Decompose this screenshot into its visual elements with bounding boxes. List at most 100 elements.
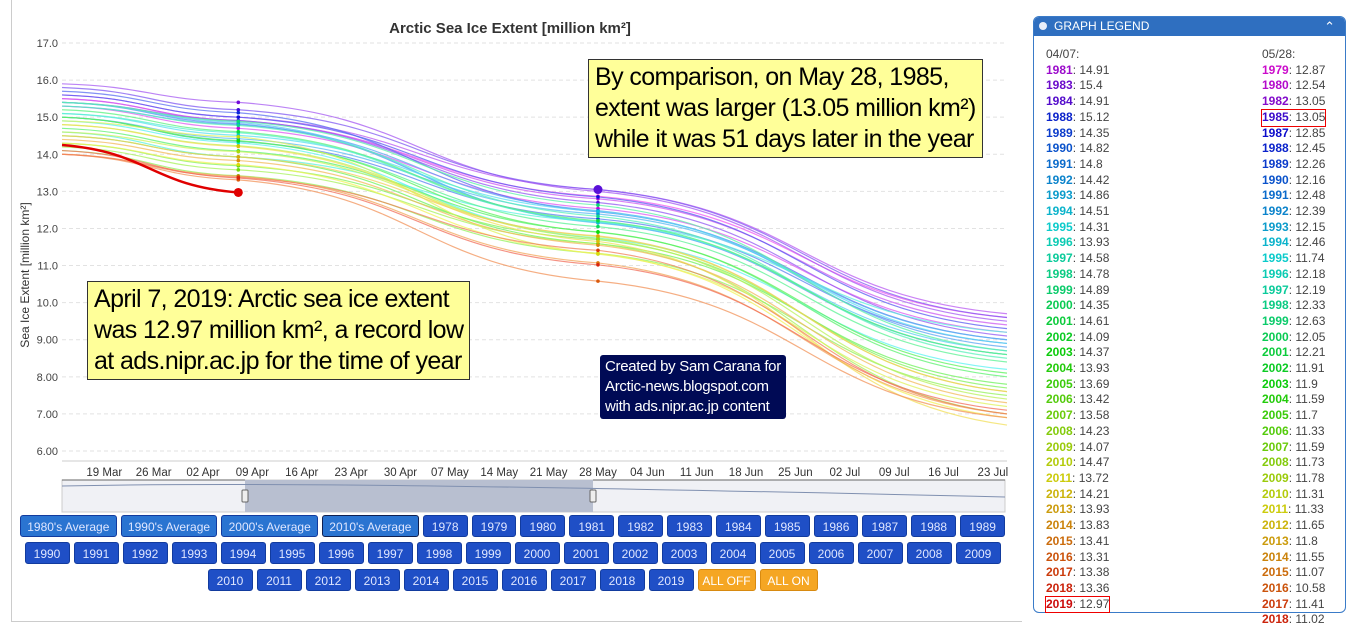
year-button-2004[interactable]: 2004: [710, 542, 756, 564]
year-button-2016[interactable]: 2016: [501, 569, 547, 591]
year-button-2008[interactable]: 2008: [906, 542, 952, 564]
legend-column-0407: 04/07: 1981: 14.91 1983: 15.4 1984: 14.91 1…: [1044, 47, 1111, 614]
legend-value: : 14.21: [1072, 486, 1110, 501]
may-annotation: By comparison, on May 28, 1985, extent w…: [588, 59, 983, 158]
legend-year: 2002: [1262, 361, 1289, 376]
legend-entry-1983: 1983: 15.4: [1046, 78, 1109, 94]
legend-entry-1984: 1984: 14.91: [1046, 94, 1109, 110]
chevron-up-icon[interactable]: ⌃: [1324, 19, 1335, 34]
x-tick-label: 19 Mar: [86, 467, 122, 479]
highlight-point-1985: [593, 185, 603, 195]
legend-value: : 12.21: [1288, 345, 1326, 360]
year-button-2014[interactable]: 2014: [403, 569, 449, 591]
x-tick-label: 23 Jul: [978, 467, 1009, 479]
year-button-1989[interactable]: 1989: [960, 515, 1006, 537]
all-off-button[interactable]: ALL OFF: [697, 569, 756, 591]
year-button-2006[interactable]: 2006: [808, 542, 854, 564]
year-button-2019[interactable]: 2019: [648, 569, 694, 591]
year-button-1994[interactable]: 1994: [220, 542, 266, 564]
legend-year: 2009: [1262, 470, 1289, 485]
series-line-1985: [61, 86, 1008, 319]
average-button-2010[interactable]: 2010's Average: [322, 515, 419, 537]
year-button-1996[interactable]: 1996: [318, 542, 364, 564]
average-button-1990[interactable]: 1990's Average: [120, 515, 218, 537]
year-button-2013[interactable]: 2013: [354, 569, 400, 591]
year-button-2001[interactable]: 2001: [563, 542, 609, 564]
legend-entry-1998: 1998: 12.33: [1262, 298, 1325, 314]
year-button-1995[interactable]: 1995: [269, 542, 315, 564]
legend-value: : 11.59: [1288, 392, 1325, 407]
legend-year: 2016: [1262, 580, 1289, 595]
year-button-2012[interactable]: 2012: [305, 569, 351, 591]
year-button-1984[interactable]: 1984: [715, 515, 761, 537]
year-button-2009[interactable]: 2009: [955, 542, 1001, 564]
y-tick-label: 15.0: [37, 112, 58, 124]
data-point-2011: [596, 251, 600, 256]
legend-year: 2005: [1262, 408, 1289, 423]
legend-year: 1991: [1262, 188, 1289, 203]
year-button-2015[interactable]: 2015: [452, 569, 498, 591]
legend-entry-2014: 2014: 13.83: [1046, 518, 1109, 534]
legend-year: 2015: [1262, 565, 1289, 580]
year-button-1982[interactable]: 1982: [618, 515, 664, 537]
year-button-1983[interactable]: 1983: [667, 515, 712, 537]
legend-entry-2005: 2005: 13.69: [1046, 377, 1109, 393]
year-button-1979[interactable]: 1979: [471, 515, 517, 537]
legend-entry-2017: 2017: 11.41: [1262, 597, 1325, 613]
year-button-1978[interactable]: 1978: [422, 515, 468, 537]
legend-entry-1979: 1979: 12.87: [1262, 63, 1325, 79]
year-button-2003[interactable]: 2003: [661, 542, 707, 564]
average-button-1980[interactable]: 1980's Average: [19, 515, 117, 537]
legend-entry-2009: 2009: 14.07: [1046, 440, 1109, 456]
legend-value: : 14.37: [1072, 345, 1110, 360]
legend-year: 1983: [1046, 78, 1073, 93]
x-tick-label: 26 Mar: [136, 467, 172, 479]
year-button-2002[interactable]: 2002: [612, 542, 658, 564]
year-button-2010[interactable]: 2010: [207, 569, 253, 591]
legend-year: 1981: [1046, 62, 1073, 77]
year-button-1998[interactable]: 1998: [416, 542, 462, 564]
legend-title: GRAPH LEGEND: [1054, 19, 1150, 33]
average-button-2000[interactable]: 2000's Average: [221, 515, 319, 537]
navigator-selection[interactable]: [245, 480, 593, 512]
legend-entry-2003: 2003: 14.37: [1046, 345, 1109, 361]
note-line: while it was 51 days later in the year: [595, 125, 974, 153]
year-button-1992[interactable]: 1992: [122, 542, 168, 564]
legend-value: : 14.91: [1072, 62, 1110, 77]
navigator-handle[interactable]: [241, 489, 249, 503]
year-button-1981[interactable]: 1981: [569, 515, 615, 537]
legend-value: : 12.46: [1288, 235, 1326, 250]
year-button-2000[interactable]: 2000: [514, 542, 560, 564]
chart-title: Arctic Sea Ice Extent [million km²]: [389, 20, 631, 37]
legend-value: : 11.73: [1288, 455, 1325, 470]
year-button-1991[interactable]: 1991: [73, 542, 119, 564]
legend-year: 2004: [1262, 392, 1289, 407]
year-button-2005[interactable]: 2005: [759, 542, 805, 564]
year-button-2011[interactable]: 2011: [256, 569, 302, 591]
year-button-2017[interactable]: 2017: [550, 569, 596, 591]
navigator-handle[interactable]: [589, 489, 597, 503]
series-line-2019: [61, 143, 239, 194]
data-point-2003: [236, 138, 241, 143]
year-button-1997[interactable]: 1997: [367, 542, 413, 564]
year-button-2007[interactable]: 2007: [857, 542, 903, 564]
year-button-1988[interactable]: 1988: [911, 515, 957, 537]
year-button-1993[interactable]: 1993: [171, 542, 217, 564]
year-button-1999[interactable]: 1999: [465, 542, 511, 564]
year-button-1987[interactable]: 1987: [862, 515, 908, 537]
legend-value: : 14.07: [1072, 439, 1110, 454]
credit-line: with ads.nipr.ac.jp content: [605, 398, 770, 415]
year-button-1985[interactable]: 1985: [764, 515, 810, 537]
legend-value: : 13.58: [1072, 408, 1110, 423]
legend-header[interactable]: GRAPH LEGEND ⌃: [1034, 17, 1345, 36]
legend-year: 2012: [1046, 486, 1073, 501]
legend-year: 2015: [1046, 533, 1073, 548]
year-button-1990[interactable]: 1990: [24, 542, 70, 564]
year-button-1980[interactable]: 1980: [520, 515, 566, 537]
year-button-1986[interactable]: 1986: [813, 515, 859, 537]
all-on-button[interactable]: ALL ON: [759, 569, 818, 591]
legend-year: 1987: [1262, 125, 1289, 140]
legend-year: 1998: [1046, 266, 1073, 281]
year-button-2018[interactable]: 2018: [599, 569, 645, 591]
legend-entry-2015: 2015: 13.41: [1046, 534, 1109, 550]
